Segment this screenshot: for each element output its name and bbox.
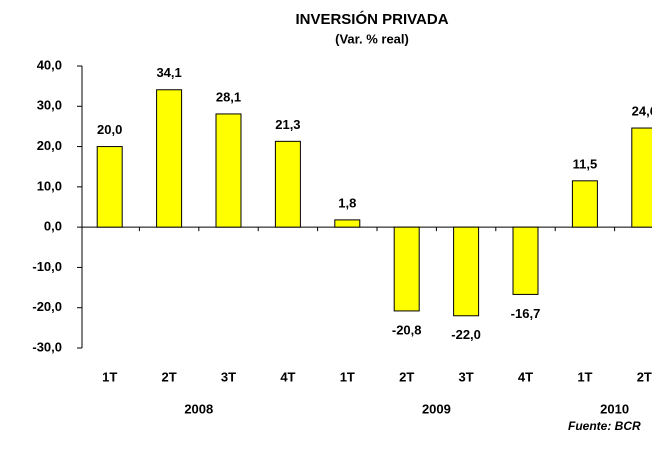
- data-label: 20,0: [97, 122, 122, 137]
- y-tick-label: 10,0: [37, 178, 62, 193]
- x-tick-label: 1T: [577, 369, 592, 384]
- bar: [96, 146, 123, 228]
- y-tick-label: -10,0: [32, 259, 62, 274]
- data-label: 34,1: [156, 65, 181, 80]
- chart-subtitle: (Var. % real): [335, 31, 409, 46]
- year-label: 2009: [422, 401, 451, 416]
- year-label: 2008: [184, 401, 213, 416]
- x-tick-label: 4T: [518, 369, 533, 384]
- x-tick-label: 3T: [459, 369, 474, 384]
- chart-title: INVERSIÓN PRIVADA: [295, 10, 448, 28]
- x-tick-label: 1T: [340, 369, 355, 384]
- x-tick-label: 2T: [162, 369, 177, 384]
- data-label: -20,8: [392, 322, 422, 337]
- x-tick-label: 2T: [399, 369, 414, 384]
- y-tick-label: -30,0: [32, 339, 62, 354]
- source-note: Fuente: BCR: [568, 419, 641, 433]
- y-tick-label: 30,0: [37, 98, 62, 113]
- bar: [571, 180, 598, 228]
- x-tick-label: 2T: [637, 369, 652, 384]
- year-label: 2010: [600, 401, 629, 416]
- bar: [274, 140, 301, 228]
- y-tick-label: 0,0: [44, 219, 62, 234]
- bar: [393, 226, 420, 312]
- y-tick-label: 40,0: [37, 57, 62, 72]
- y-tick-label: 20,0: [37, 138, 62, 153]
- bar: [156, 89, 183, 228]
- data-label: 28,1: [216, 89, 241, 104]
- bar: [215, 113, 242, 228]
- data-label: 1,8: [338, 195, 356, 210]
- y-tick-label: -20,0: [32, 299, 62, 314]
- x-tick-label: 3T: [221, 369, 236, 384]
- data-label: -16,7: [511, 306, 541, 321]
- data-label: 11,5: [573, 156, 598, 171]
- bar: [334, 219, 361, 228]
- x-tick-label: 4T: [280, 369, 295, 384]
- x-tick-label: 1T: [102, 369, 117, 384]
- bar: [631, 127, 652, 228]
- data-label: 21,3: [275, 117, 300, 132]
- bar: [512, 226, 539, 295]
- data-label: 24,6: [632, 103, 652, 118]
- bar: [453, 226, 480, 317]
- data-label: -22,0: [451, 327, 481, 342]
